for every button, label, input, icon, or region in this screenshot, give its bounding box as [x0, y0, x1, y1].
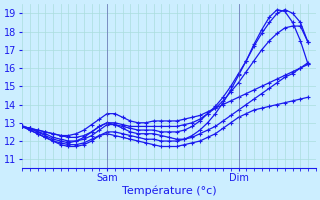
X-axis label: Température (°c): Température (°c)	[122, 185, 216, 196]
